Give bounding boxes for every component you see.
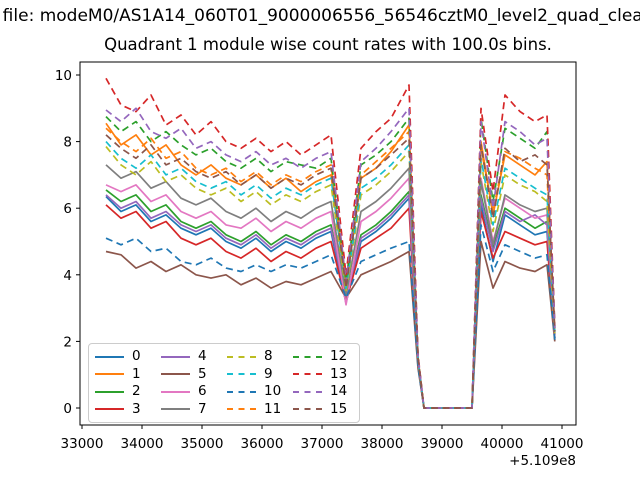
x-tick-label: 36000 [241,436,284,452]
legend-item-12: 12 [293,348,353,365]
legend-line-sample [95,373,124,376]
legend-label: 4 [198,348,207,364]
legend-label: 3 [132,400,141,417]
x-tick-label: 38000 [361,436,404,452]
x-axis-offset-label: +5.109e8 [509,453,576,469]
y-tick-label: 4 [63,268,72,284]
legend-item-5: 5 [161,366,221,383]
series-line-12 [105,115,556,409]
axes-frame [79,61,577,426]
legend-label: 11 [264,400,282,417]
y-tick-label: 10 [55,68,72,84]
series-line-8 [105,146,556,409]
legend-line-sample [227,373,256,376]
legend: 0 1 2 3 4 5 6 7 8 9 10 11 12 13 14 15 [88,343,360,423]
legend-label: 5 [198,365,207,382]
y-tick-label: 8 [63,135,72,151]
x-tick-label: 34000 [121,436,164,452]
legend-item-2: 2 [95,383,155,400]
legend-line-sample [161,390,190,393]
legend-item-14: 14 [293,383,353,400]
legend-item-4: 4 [161,348,221,365]
legend-line-sample [161,408,190,411]
series-line-3 [105,204,556,409]
legend-item-9: 9 [227,366,287,383]
legend-line-sample [95,355,124,358]
legend-label: 6 [198,383,207,399]
y-tick-label: 2 [63,334,72,350]
legend-item-13: 13 [293,366,353,383]
series-line-9 [105,141,556,409]
legend-line-sample [293,373,322,376]
y-tick-label: 0 [63,401,72,417]
legend-line-sample [227,390,256,393]
legend-item-0: 0 [95,348,155,365]
series-line-5 [105,240,556,409]
x-tick-label: 35000 [181,436,224,452]
x-tick-label: 33000 [61,436,104,452]
legend-label: 7 [198,400,207,417]
legend-label: 12 [330,348,348,364]
legend-line-sample [227,355,256,358]
legend-line-sample [227,408,256,411]
legend-label: 9 [264,365,273,382]
legend-line-sample [293,355,322,358]
legend-item-7: 7 [161,401,221,418]
legend-label: 0 [132,348,141,364]
legend-item-3: 3 [95,401,155,418]
series-line-13 [105,77,556,409]
series-line-15 [105,134,556,409]
series-group [105,77,556,409]
x-tick-label: 37000 [301,436,344,452]
legend-line-sample [95,390,124,393]
figure-suptitle: n file: modeM0/AS1A14_060T01_9000006556_… [0,6,640,26]
legend-label: 13 [330,365,348,382]
legend-line-sample [161,373,190,376]
legend-label: 1 [132,365,141,382]
x-tick-label: 40000 [481,436,524,452]
legend-line-sample [293,408,322,411]
legend-item-11: 11 [227,401,287,418]
legend-line-sample [95,408,124,411]
legend-label: 10 [264,383,282,399]
legend-item-8: 8 [227,348,287,365]
legend-label: 14 [330,383,348,399]
y-tick-label: 6 [63,201,72,217]
legend-line-sample [293,390,322,393]
legend-item-6: 6 [161,383,221,400]
x-tick-label: 39000 [421,436,464,452]
legend-item-15: 15 [293,401,353,418]
legend-label: 2 [132,383,141,399]
series-line-7 [105,164,556,409]
legend-item-1: 1 [95,366,155,383]
legend-line-sample [161,355,190,358]
x-tick-label: 41000 [541,436,584,452]
legend-label: 8 [264,348,273,364]
axes-title: Quadrant 1 module wise count rates with … [104,35,552,54]
legend-label: 15 [330,400,348,417]
legend-item-10: 10 [227,383,287,400]
series-line-14 [105,107,556,409]
